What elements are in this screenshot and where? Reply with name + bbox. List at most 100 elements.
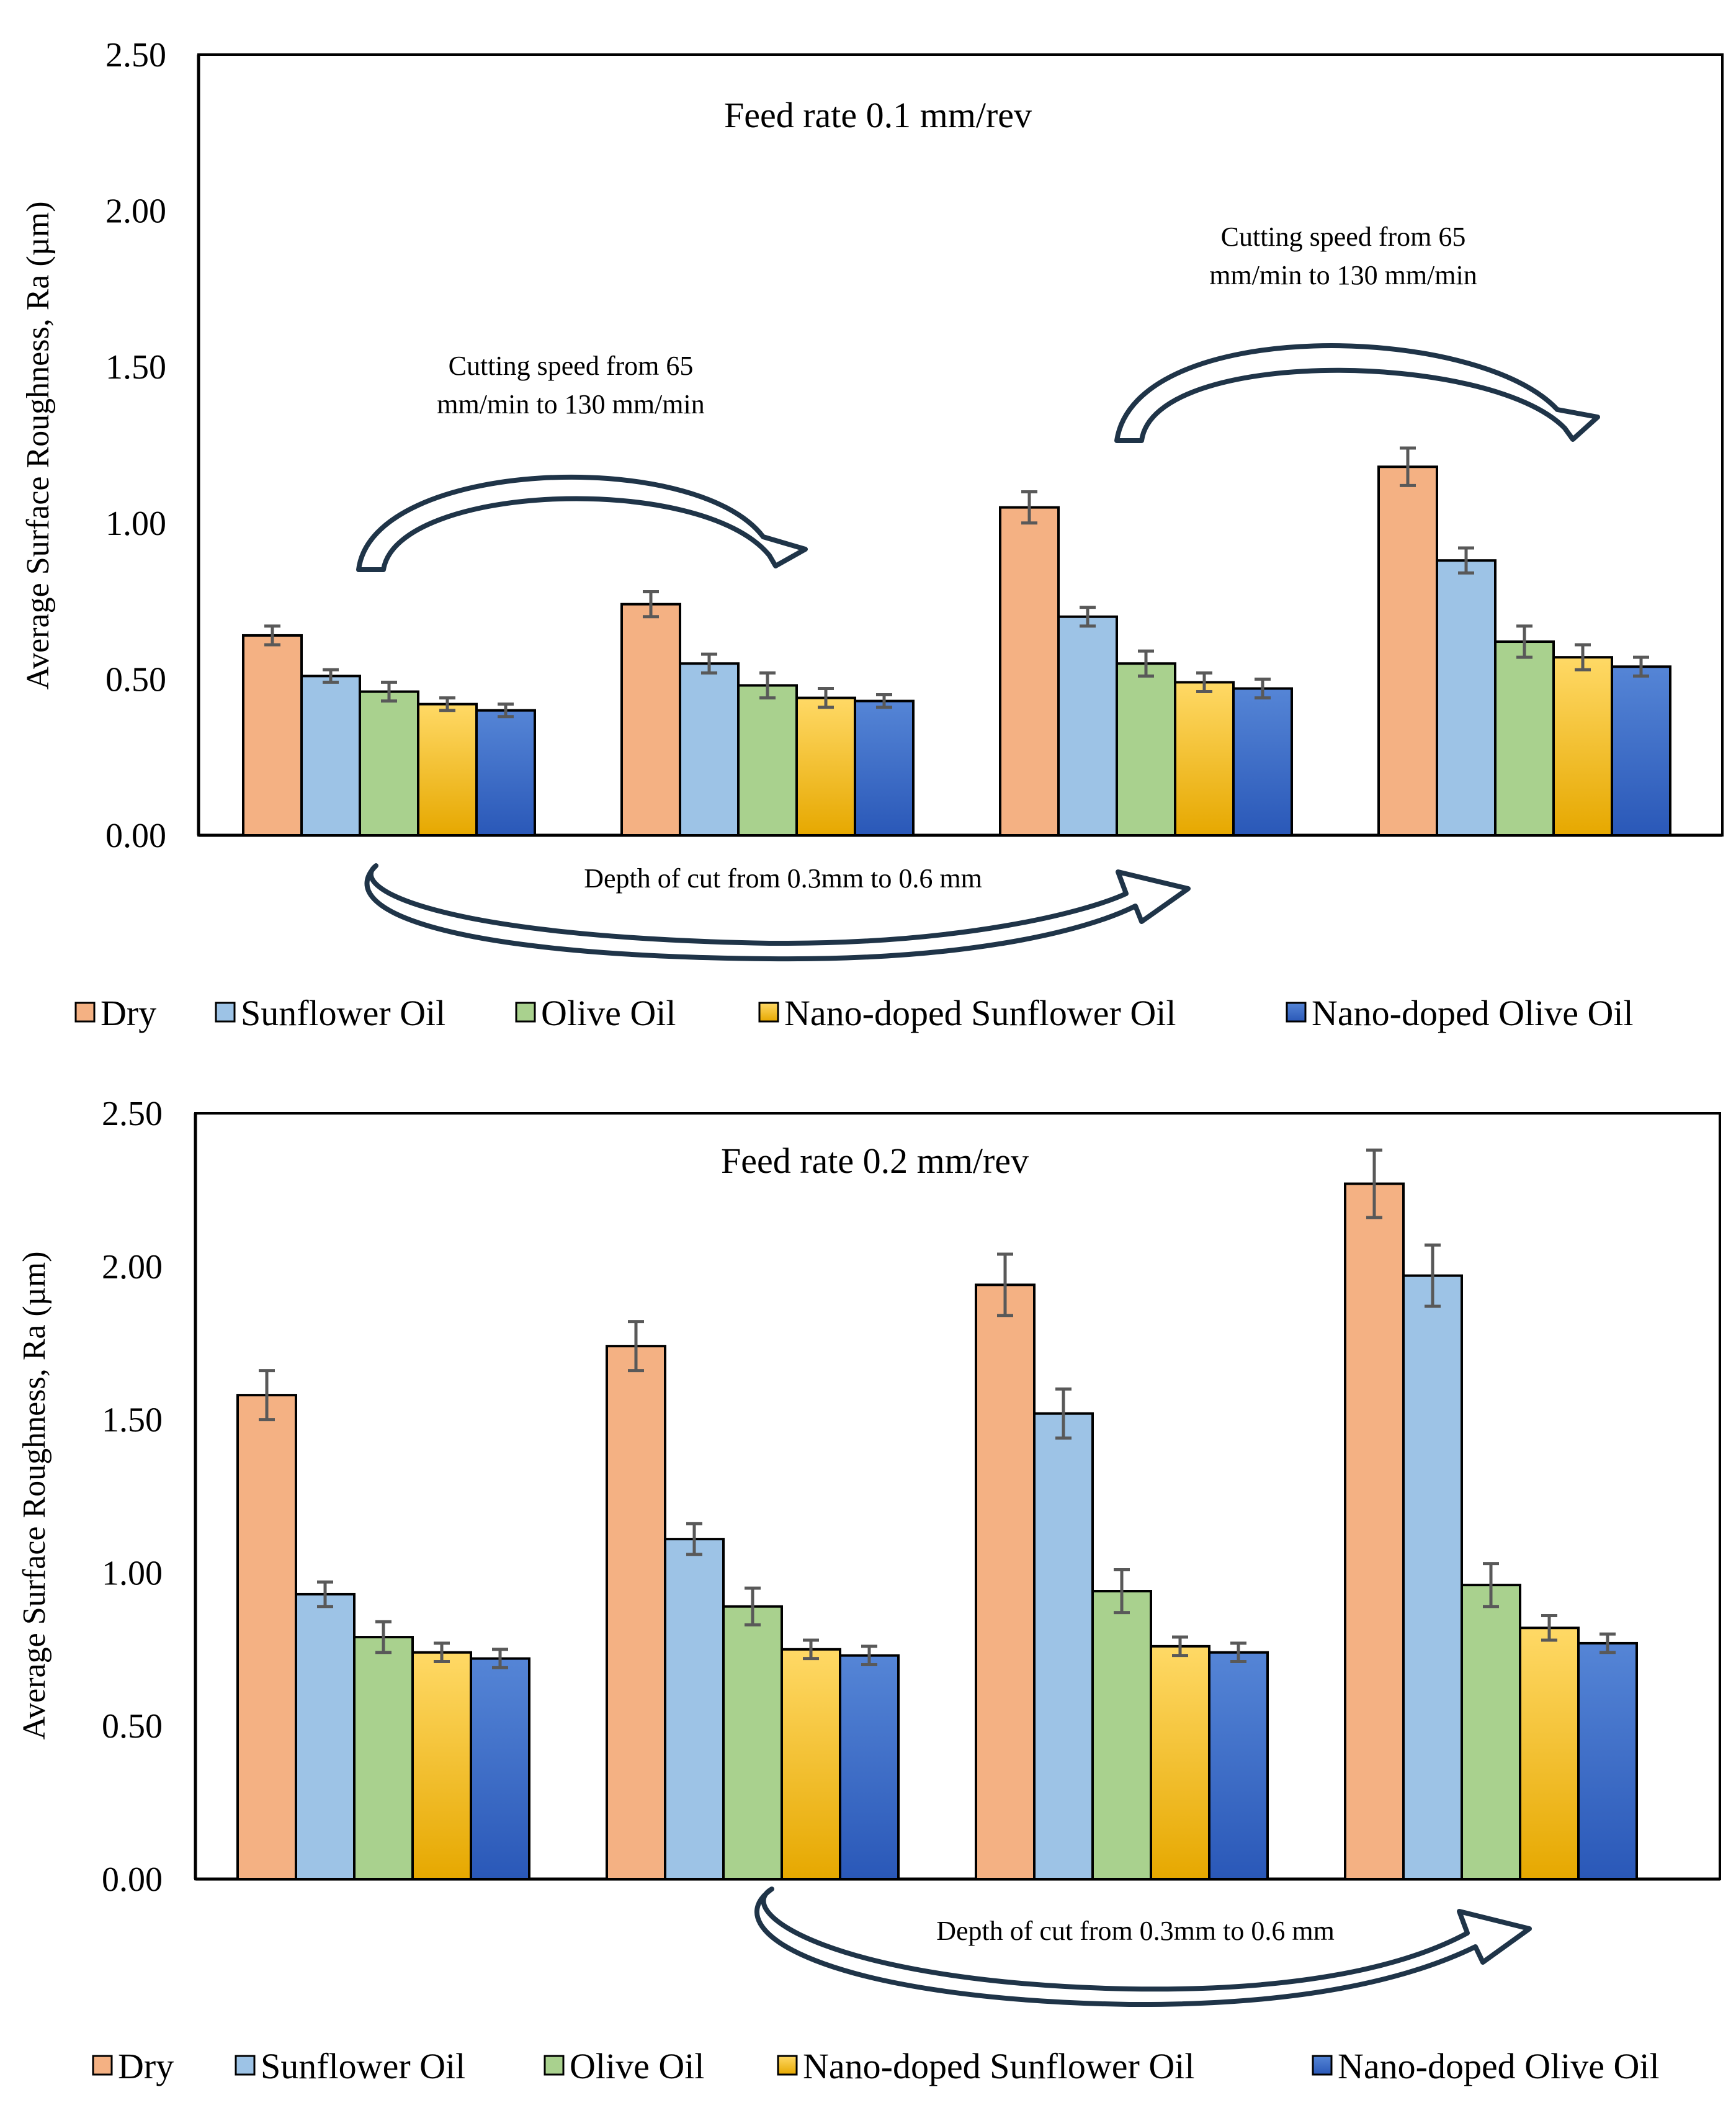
cutting-speed-label-2-line1: Cutting speed from 65 (1221, 222, 1466, 252)
y-tick-label: 1.50 (102, 1401, 163, 1440)
bar-sunflower-group-4 (1436, 559, 1497, 837)
y-tick-label: 0.00 (102, 1860, 163, 1899)
error-bar-sunflower-group-1 (323, 668, 339, 684)
bar-olive-group-4 (1461, 1584, 1521, 1881)
legend-swatch-nano-sunflower (777, 2055, 798, 2076)
legend-swatch-sunflower (215, 1002, 236, 1023)
legend-label-olive: Olive Oil (570, 2046, 704, 2086)
bar-nano-sunflower-group-2 (795, 696, 856, 837)
legend-swatch-nano-olive (1312, 2055, 1333, 2076)
legend-swatch-dry (92, 2055, 113, 2076)
y-tick-label: 2.00 (105, 192, 166, 231)
error-bar-dry-group-2 (643, 590, 659, 619)
depth-of-cut-label: Depth of cut from 0.3mm to 0.6 mm (936, 1916, 1335, 1946)
bar-dry-group-4 (1344, 1182, 1405, 1880)
bar-nano-olive-group-4 (1577, 1641, 1638, 1880)
legend-swatch-nano-olive (1286, 1002, 1307, 1023)
error-bar-olive-group-2 (745, 1586, 761, 1627)
legend-label-nano-olive: Nano-doped Olive Oil (1338, 2046, 1660, 2086)
y-tick-label: 2.00 (102, 1248, 163, 1286)
cutting-speed-label-1-line1: Cutting speed from 65 (449, 351, 694, 381)
chart-title: Feed rate 0.2 mm/rev (721, 1141, 1029, 1181)
bar-dry-group-2 (620, 603, 681, 837)
error-bar-olive-group-3 (1138, 649, 1154, 678)
error-bar-nano-olive-group-1 (492, 1648, 508, 1669)
bar-sunflower-group-3 (1033, 1412, 1094, 1880)
bar-nano-sunflower-group-4 (1519, 1627, 1580, 1881)
bar-sunflower-group-2 (679, 662, 740, 837)
bar-olive-group-3 (1116, 662, 1176, 837)
y-tick-label: 2.50 (102, 1095, 163, 1133)
error-bar-nano-olive-group-2 (876, 693, 892, 709)
bar-olive-group-1 (359, 690, 419, 837)
y-axis-label: Average Surface Roughness, Ra (µm) (17, 1251, 52, 1739)
depth-of-cut-arrow (754, 1887, 1532, 2008)
depth-of-cut-label: Depth of cut from 0.3mm to 0.6 mm (584, 863, 982, 894)
bar-dry-group-1 (236, 1394, 297, 1881)
error-bar-nano-sunflower-group-2 (818, 686, 834, 709)
error-bar-nano-sunflower-group-1 (439, 696, 455, 712)
bar-dry-group-1 (242, 634, 303, 837)
legend-label-dry: Dry (118, 2046, 174, 2086)
error-bar-dry-group-1 (264, 624, 280, 647)
error-bar-olive-group-3 (1114, 1568, 1130, 1615)
bar-olive-group-2 (722, 1605, 783, 1881)
error-bar-sunflower-group-1 (317, 1580, 333, 1609)
error-bar-dry-group-2 (628, 1320, 644, 1373)
chart-feed-0-1: 0.00 0.50 1.00 1.50 2.00 2.50 Feed rate 0.1 m… (20, 36, 1724, 1033)
bar-sunflower-group-1 (300, 675, 361, 837)
bar-dry-group-4 (1377, 465, 1438, 837)
legend-label-sunflower: Sunflower Oil (261, 2046, 465, 2086)
error-bar-dry-group-1 (259, 1369, 275, 1422)
bar-nano-olive-group-1 (470, 1657, 530, 1880)
bar-olive-group-4 (1494, 640, 1555, 837)
bar-olive-group-2 (737, 684, 798, 837)
legend-swatch-sunflower (235, 2055, 256, 2076)
error-bar-nano-olive-group-1 (498, 702, 514, 719)
error-bar-nano-olive-group-2 (861, 1645, 877, 1666)
bar-nano-sunflower-group-2 (781, 1648, 841, 1881)
legend: Dry Sunflower Oil Olive Oil Nano-doped S… (92, 2046, 1660, 2086)
y-tick-label: 0.50 (105, 660, 166, 699)
error-bar-nano-sunflower-group-3 (1196, 671, 1212, 694)
legend: Dry Sunflower Oil Olive Oil Nano-doped S… (74, 993, 1634, 1033)
error-bar-sunflower-group-2 (701, 652, 717, 675)
y-tick-label: 1.00 (102, 1554, 163, 1592)
bar-dry-group-3 (999, 506, 1060, 837)
error-bar-nano-sunflower-group-2 (803, 1638, 819, 1661)
y-axis-label: Average Surface Roughness, Ra (µm) (20, 201, 56, 689)
depth-of-cut-arrow (364, 863, 1191, 962)
error-bar-sunflower-group-4 (1458, 546, 1474, 575)
legend-swatch-olive (515, 1002, 536, 1023)
bar-nano-olive-group-3 (1232, 687, 1293, 837)
error-bar-nano-olive-group-4 (1633, 655, 1649, 678)
bar-nano-sunflower-group-3 (1174, 681, 1235, 837)
error-bar-sunflower-group-4 (1425, 1243, 1441, 1308)
cutting-speed-label-1-line2: mm/min to 130 mm/min (437, 389, 704, 420)
error-bar-nano-olive-group-3 (1255, 677, 1271, 700)
cutting-speed-arrow-2 (1114, 343, 1600, 443)
bar-nano-sunflower-group-3 (1150, 1645, 1210, 1880)
bar-nano-olive-group-4 (1611, 665, 1671, 837)
bar-nano-olive-group-1 (475, 709, 536, 837)
error-bar-nano-sunflower-group-4 (1575, 643, 1591, 671)
error-bar-nano-sunflower-group-3 (1172, 1635, 1188, 1658)
error-bar-sunflower-group-3 (1055, 1387, 1072, 1440)
error-bar-dry-group-3 (997, 1252, 1013, 1317)
legend-label-sunflower: Sunflower Oil (241, 993, 445, 1033)
bar-olive-group-3 (1091, 1590, 1152, 1881)
bar-sunflower-group-4 (1402, 1274, 1463, 1880)
legend-label-nano-sunflower: Nano-doped Sunflower Oil (784, 993, 1176, 1033)
y-tick-label: 1.50 (105, 348, 166, 387)
error-bar-olive-group-4 (1483, 1562, 1499, 1609)
bar-nano-olive-group-3 (1208, 1651, 1269, 1881)
y-tick-label: 1.00 (105, 505, 166, 543)
bar-nano-olive-group-2 (839, 1654, 900, 1881)
legend-label-olive: Olive Oil (541, 993, 676, 1033)
bar-olive-group-1 (353, 1636, 414, 1880)
error-bar-nano-olive-group-3 (1230, 1641, 1246, 1664)
legend-label-nano-sunflower: Nano-doped Sunflower Oil (803, 2046, 1194, 2086)
error-bar-nano-olive-group-4 (1600, 1632, 1616, 1654)
error-bar-dry-group-4 (1366, 1148, 1382, 1219)
error-bar-olive-group-1 (375, 1620, 391, 1654)
